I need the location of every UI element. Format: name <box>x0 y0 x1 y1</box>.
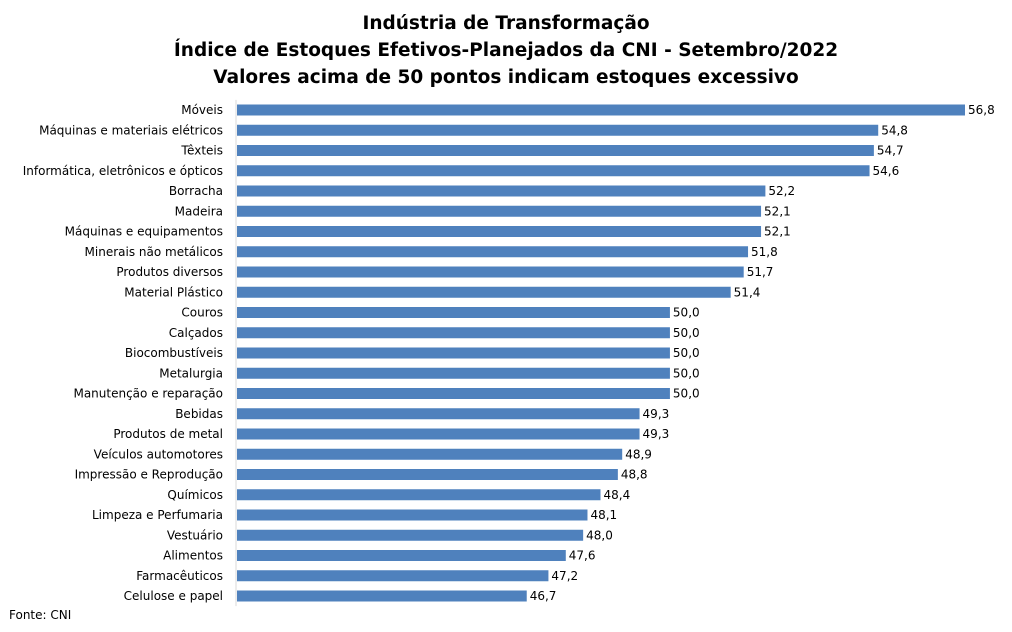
bar <box>237 124 879 136</box>
data-label: 54,6 <box>873 164 900 178</box>
data-label: 49,3 <box>643 427 670 441</box>
category-label: Limpeza e Perfumaria <box>92 508 223 522</box>
data-label: 50,0 <box>673 346 700 360</box>
category-label: Têxteis <box>180 144 223 158</box>
data-label: 46,7 <box>530 589 557 603</box>
category-label: Material Plástico <box>124 285 223 299</box>
data-label: 48,1 <box>590 508 617 522</box>
bar <box>237 347 670 359</box>
category-label: Informática, eletrônicos e ópticos <box>23 164 223 178</box>
category-label: Produtos de metal <box>113 427 223 441</box>
category-label: Biocombustíveis <box>125 346 223 360</box>
category-label: Veículos automotores <box>94 447 223 461</box>
category-label: Calçados <box>169 326 223 340</box>
category-label: Manutenção e reparação <box>73 387 223 401</box>
bar <box>237 286 731 298</box>
chart-title-line-1: Indústria de Transformação <box>362 13 650 34</box>
data-label: 54,8 <box>881 123 908 137</box>
bar <box>237 205 762 217</box>
bar <box>237 550 566 561</box>
data-label: 48,9 <box>625 447 652 461</box>
bar <box>237 307 670 318</box>
data-label: 49,3 <box>643 407 670 421</box>
data-label: 47,2 <box>551 569 578 583</box>
category-label: Madeira <box>175 204 223 218</box>
bar <box>237 529 584 541</box>
category-label: Bebidas <box>175 407 223 421</box>
bar <box>237 408 640 420</box>
bar <box>237 367 670 379</box>
data-label: 54,7 <box>877 144 904 158</box>
bar <box>237 327 670 339</box>
data-label: 50,0 <box>673 326 700 340</box>
bar <box>237 145 874 156</box>
bar <box>237 509 588 521</box>
data-label: 50,0 <box>673 366 700 380</box>
bar <box>237 388 670 399</box>
bar <box>237 448 623 460</box>
data-label: 51,8 <box>751 245 778 259</box>
data-label: 47,6 <box>569 549 596 563</box>
category-label: Couros <box>181 306 223 320</box>
bar <box>237 590 527 602</box>
data-label: 48,4 <box>604 488 631 502</box>
data-label: 50,0 <box>673 306 700 320</box>
bar <box>237 104 965 116</box>
category-label: Móveis <box>181 103 223 117</box>
bar <box>237 246 749 258</box>
category-label: Máquinas e equipamentos <box>65 225 223 239</box>
category-label: Metalurgia <box>159 366 223 380</box>
category-label: Borracha <box>169 184 223 198</box>
category-label: Máquinas e materiais elétricos <box>39 123 223 137</box>
bar <box>237 428 640 440</box>
source-note: Fonte: CNI <box>9 608 72 622</box>
data-label: 51,7 <box>747 265 774 279</box>
data-label: 48,0 <box>586 528 613 542</box>
bar <box>237 226 762 237</box>
data-label: 52,1 <box>764 204 791 218</box>
bar <box>237 266 744 278</box>
chart-title-line-3: Valores acima de 50 pontos indicam estoq… <box>213 67 799 88</box>
data-label: 48,8 <box>621 468 648 482</box>
chart-title-line-2: Índice de Estoques Efetivos-Planejados d… <box>173 40 839 61</box>
category-label: Impressão e Reprodução <box>75 468 223 482</box>
bar <box>237 185 766 197</box>
category-label: Celulose e papel <box>124 589 223 603</box>
data-label: 52,1 <box>764 225 791 239</box>
data-label: 56,8 <box>968 103 995 117</box>
category-label: Produtos diversos <box>116 265 223 279</box>
bar <box>237 469 618 480</box>
data-label: 50,0 <box>673 387 700 401</box>
category-label: Farmacêuticos <box>136 569 223 583</box>
data-label: 52,2 <box>768 184 795 198</box>
bar <box>237 489 601 501</box>
category-label: Minerais não metálicos <box>85 245 223 259</box>
bar <box>237 570 549 582</box>
data-label: 51,4 <box>734 285 761 299</box>
chart-title: Indústria de Transformação Índice de Est… <box>0 10 1012 91</box>
category-label: Químicos <box>167 488 223 502</box>
category-label: Vestuário <box>167 528 223 542</box>
category-label: Alimentos <box>163 549 223 563</box>
bar <box>237 165 870 177</box>
